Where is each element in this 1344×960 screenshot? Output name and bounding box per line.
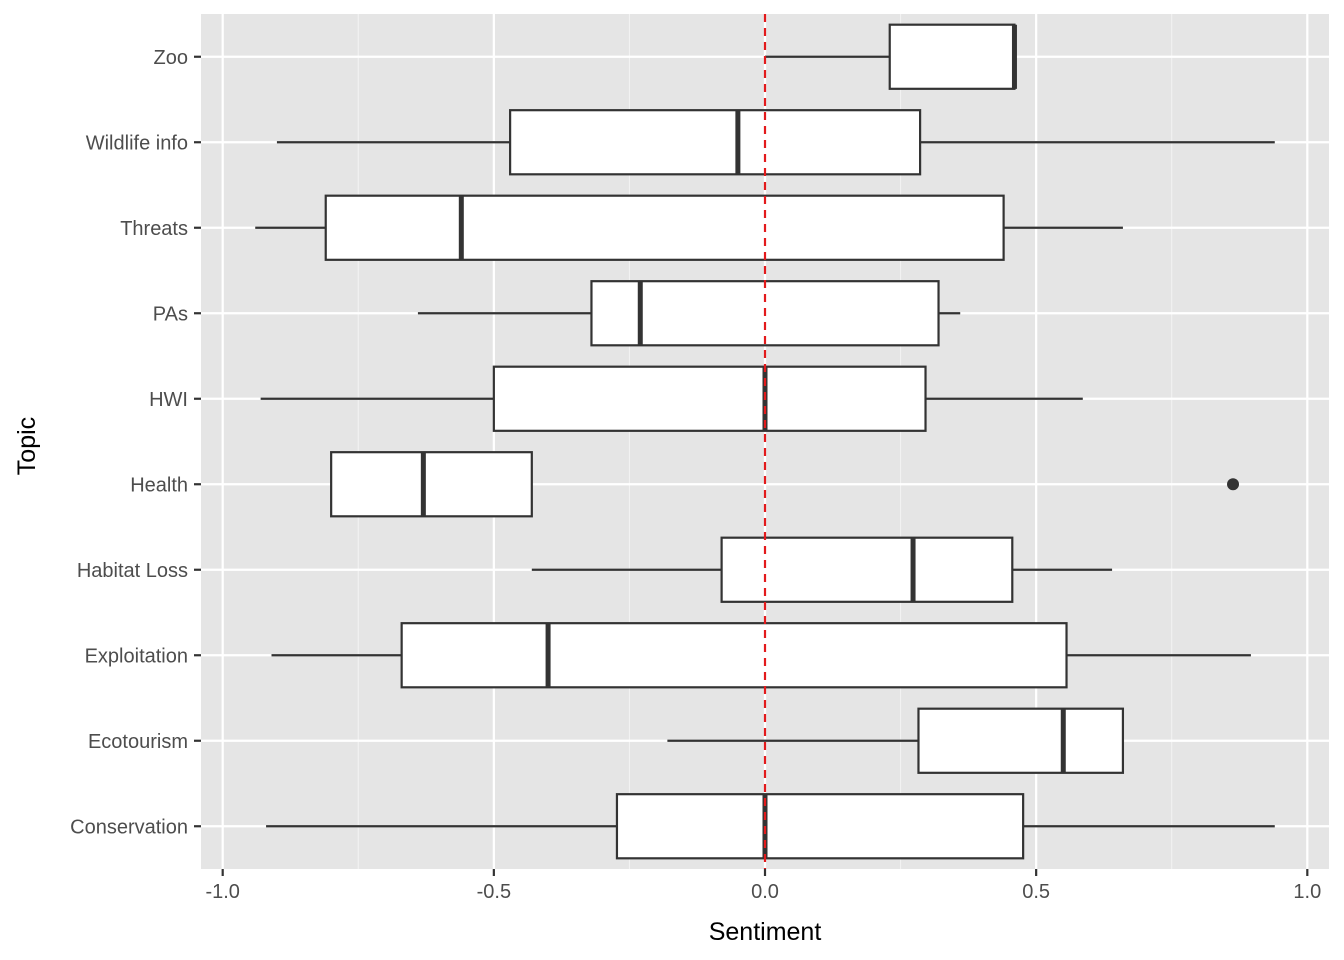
x-tick-label: -0.5	[477, 881, 511, 903]
box-iqr	[492, 365, 927, 432]
y-tick-label: Exploitation	[85, 645, 188, 667]
x-tick-label: 0.0	[751, 881, 779, 903]
box-iqr	[888, 23, 1016, 90]
box-iqr	[330, 451, 533, 518]
box-ecotourism	[667, 707, 1125, 774]
box-zoo	[765, 23, 1017, 90]
box-series	[255, 23, 1275, 860]
x-axis: -1.0 -0.5 0.0 0.5 1.0	[205, 869, 1321, 903]
box-exploitation	[271, 622, 1251, 689]
y-axis-title: Topic	[13, 417, 41, 475]
y-tick-label: Zoo	[154, 47, 188, 69]
y-tick-label: Conservation	[70, 816, 188, 838]
box-iqr	[720, 536, 1014, 603]
box-habitat-loss	[531, 536, 1113, 603]
box-iqr	[917, 707, 1125, 774]
y-tick-label: Wildlife info	[86, 132, 188, 154]
box-iqr	[509, 109, 922, 176]
box-iqr	[615, 793, 1025, 860]
box-wildlife-info	[276, 109, 1275, 176]
y-tick-label: Habitat Loss	[77, 560, 188, 582]
y-tick-label: Ecotourism	[88, 731, 188, 753]
box-hwi	[260, 365, 1083, 432]
y-tick-label: HWI	[149, 389, 188, 411]
x-tick-label: -1.0	[205, 881, 239, 903]
x-tick-label: 0.5	[1022, 881, 1050, 903]
y-tick-label: PAs	[153, 303, 188, 325]
y-axis: Zoo Wildlife info Threats PAs HWI Health Habit…	[70, 47, 201, 838]
outlier-points	[1227, 478, 1240, 491]
box-iqr	[324, 194, 1005, 261]
box-health	[330, 451, 533, 518]
box-threats	[255, 194, 1123, 261]
y-tick-label: Threats	[120, 218, 188, 240]
box-conservation	[266, 793, 1275, 860]
x-axis-title: Sentiment	[709, 918, 822, 946]
x-tick-label: 1.0	[1293, 881, 1321, 903]
box-iqr	[400, 622, 1068, 689]
y-tick-label: Health	[130, 474, 188, 496]
outlier-point	[1227, 478, 1240, 491]
